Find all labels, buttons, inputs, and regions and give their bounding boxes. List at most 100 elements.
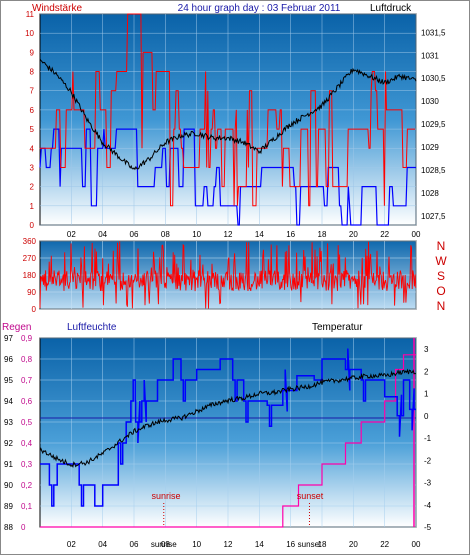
- compass-letter: N: [437, 299, 446, 313]
- pressure-tick-label: 1029,5: [421, 120, 446, 129]
- time-tick-label: 08: [161, 230, 170, 239]
- direction-tick-label: 90: [27, 288, 36, 297]
- rain-tick-label: 0,7: [21, 376, 33, 385]
- wind-gust-line: [39, 128, 416, 226]
- pressure-tick-label: 1030,5: [421, 74, 446, 83]
- time-tick-label: 14: [255, 230, 264, 239]
- wind-speed-tick-label: 6: [30, 106, 35, 115]
- direction-tick-label: 360: [23, 237, 37, 246]
- wind-speed-tick-label: 8: [30, 68, 35, 77]
- rain-tick-label: 0,9: [21, 334, 33, 343]
- sun-markers: [163, 503, 310, 527]
- time-tick-label: 18: [318, 230, 327, 239]
- humidity-ticks: 88 89 90 91 92 93 94 95 96 97: [4, 334, 13, 532]
- time-tick-label: 04: [98, 540, 107, 549]
- humidity-tick-label: 90: [4, 481, 13, 490]
- time-tick-label: 02: [67, 230, 76, 239]
- humidity-tick-label: 92: [4, 439, 13, 448]
- time-tick-label: 04: [98, 230, 107, 239]
- temperature-tick-label: -4: [424, 501, 432, 510]
- rain-tick-label: 0,2: [21, 481, 33, 490]
- temperature-line: [39, 368, 416, 469]
- humidity-tick-label: 91: [4, 460, 13, 469]
- humidity-tick-label: 89: [4, 502, 13, 511]
- time-tick-label: 22: [380, 540, 389, 549]
- wind-speed-line: [39, 13, 416, 207]
- pressure-tick-label: 1027,5: [421, 212, 446, 221]
- wind-speed-tick-label: 11: [26, 10, 35, 19]
- time-tick-label: sunrise: [151, 540, 177, 549]
- compass-letter: O: [436, 284, 445, 298]
- wind-speed-tick-label: 0: [30, 221, 35, 230]
- pressure-tick-label: 1031: [421, 51, 439, 60]
- rain-line: [40, 354, 416, 528]
- rain-tick-label: 0,6: [21, 397, 33, 406]
- temperature-tick-label: -1: [424, 434, 432, 443]
- temperature-tick-label: 3: [424, 345, 429, 354]
- direction-tick-label: 0: [32, 305, 37, 314]
- wind-direction-line: [39, 241, 417, 309]
- rain-tick-label: 0,4: [21, 439, 33, 448]
- humidity-line: [40, 348, 416, 507]
- time-tick-label: 10: [192, 230, 201, 239]
- wind-speed-ticks: 0 1 2 3 4 5 6 7 8 9 10 11: [25, 10, 34, 230]
- time-tick-label: 22: [380, 230, 389, 239]
- humidity-series: [40, 348, 416, 507]
- wind-speed-tick-label: 10: [25, 29, 34, 38]
- time-tick-label: sunset: [298, 540, 322, 549]
- time-tick-label: 00: [412, 230, 421, 239]
- humidity-title: Luftfeuchte: [67, 322, 117, 333]
- temperature-ticks: 3 2 1 0 -1 -2 -3 -4 -5: [424, 345, 432, 532]
- pressure-series: [39, 58, 417, 171]
- wind-speed-title: Windstärke: [32, 3, 82, 14]
- pressure-tick-label: 1028,5: [421, 166, 446, 175]
- direction-tick-label: 270: [23, 254, 37, 263]
- direction-tick-label: 180: [23, 271, 37, 280]
- time-tick-label: 18: [318, 540, 327, 549]
- rain-tick-label: 0,8: [21, 355, 33, 364]
- wind-speed-tick-label: 9: [30, 48, 35, 57]
- temperature-tick-label: -3: [424, 479, 432, 488]
- compass-letter: N: [437, 239, 446, 253]
- wind-direction-ticks: 0 90 180 270 360: [23, 237, 37, 314]
- humidity-tick-label: 93: [4, 418, 13, 427]
- time-tick-label: 02: [67, 540, 76, 549]
- time-tick-label: 12: [224, 230, 233, 239]
- humidity-tick-label: 97: [4, 334, 13, 343]
- time-tick-label: 20: [349, 540, 358, 549]
- temperature-tick-label: -2: [424, 456, 432, 465]
- humidity-tick-label: 96: [4, 355, 13, 364]
- temperature-tick-label: -5: [424, 523, 432, 532]
- pressure-line: [39, 58, 417, 171]
- time-tick-label: 10: [192, 540, 201, 549]
- compass-letter: S: [437, 269, 445, 283]
- rain-tick-label: 0: [21, 523, 26, 532]
- time-tick-label: 06: [130, 540, 139, 549]
- wind-speed-tick-label: 7: [30, 87, 35, 96]
- time-tick-label: 12: [224, 540, 233, 549]
- rain-series: [40, 338, 416, 528]
- pressure-tick-label: 1028: [421, 189, 439, 198]
- humidity-tick-label: 95: [4, 376, 13, 385]
- temperature-tick-label: 1: [424, 390, 429, 399]
- wind-speed-tick-label: 4: [30, 144, 35, 153]
- rain-tick-label: 0,1: [21, 502, 33, 511]
- wind-speed-tick-label: 3: [30, 163, 35, 172]
- time-tick-label: 00: [412, 540, 421, 549]
- temperature-tick-label: 2: [424, 367, 429, 376]
- time-tick-label: 06: [130, 230, 139, 239]
- rain-title: Regen: [2, 322, 31, 333]
- chart-title: 24 hour graph day : 03 Februar 2011: [178, 3, 341, 14]
- pressure-tick-label: 1031,5: [421, 28, 446, 37]
- temperature-title: Temperatur: [312, 322, 363, 333]
- wind-speed-tick-label: 5: [30, 125, 35, 134]
- pressure-tick-label: 1030: [421, 97, 439, 106]
- wind-gust-series: [39, 128, 416, 226]
- sunset-label: sunset: [297, 491, 324, 501]
- rain-tick-label: 0,5: [21, 418, 33, 427]
- time-tick-label: 14: [255, 540, 264, 549]
- sunrise-label: sunrise: [151, 491, 180, 501]
